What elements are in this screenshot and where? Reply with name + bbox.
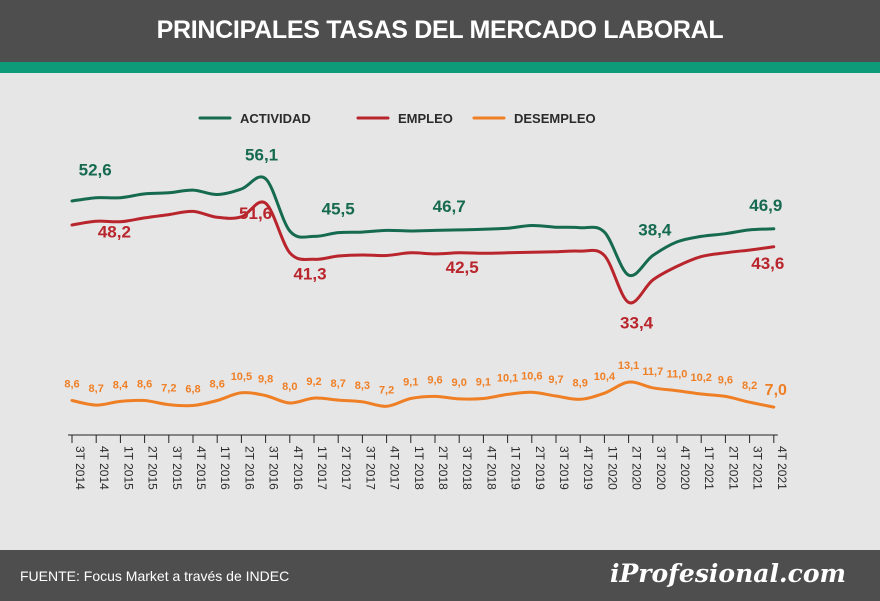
data-label-desempleo: 8,9 — [573, 377, 588, 389]
data-label-actividad: 45,5 — [322, 200, 355, 219]
footer-bar: FUENTE: Focus Market a través de INDEC i… — [0, 550, 880, 601]
x-tick-label: 1T 2020 — [605, 446, 619, 490]
data-label-desempleo: 13,1 — [618, 360, 639, 372]
data-label-desempleo: 8,6 — [64, 379, 79, 391]
x-tick-label: 4T 2020 — [678, 446, 692, 490]
data-label-desempleo: 10,1 — [497, 372, 518, 384]
data-label-desempleo: 6,8 — [185, 383, 200, 395]
data-label-desempleo: 9,1 — [476, 376, 491, 388]
chart-area: ACTIVIDAD EMPLEO DESEMPLEO 52,6 56,1 45,5 46,… — [0, 73, 880, 550]
chart-lines — [70, 175, 776, 409]
data-label-desempleo: 8,2 — [742, 380, 757, 392]
data-label-desempleo: 8,6 — [210, 379, 225, 391]
accent-stripe — [0, 62, 880, 73]
data-label-empleo: 48,2 — [98, 223, 131, 242]
x-tick-label: 3T 2015 — [170, 446, 184, 490]
x-tick-label: 2T 2018 — [436, 446, 450, 490]
data-label-desempleo: 8,0 — [282, 381, 297, 393]
data-label-actividad: 46,9 — [749, 196, 782, 215]
data-label-actividad: 56,1 — [245, 146, 278, 165]
data-label-desempleo: 9,8 — [258, 374, 273, 386]
x-tick-label: 3T 2021 — [751, 446, 765, 490]
data-label-actividad: 38,4 — [638, 221, 672, 240]
data-label-desempleo: 11,0 — [667, 369, 688, 381]
chart-legend: ACTIVIDAD EMPLEO DESEMPLEO — [198, 111, 596, 126]
data-label-desempleo: 10,4 — [594, 371, 616, 383]
x-tick-label: 4T 2017 — [388, 446, 402, 490]
series-line-empleo — [70, 200, 776, 305]
legend-label-desempleo: DESEMPLEO — [514, 111, 596, 126]
data-label-desempleo: 9,1 — [403, 376, 418, 388]
legend-label-actividad: ACTIVIDAD — [240, 111, 311, 126]
x-tick-label: 4T 2016 — [291, 446, 305, 490]
x-tick-label: 1T 2015 — [121, 446, 135, 490]
data-label-desempleo: 7,0 — [765, 382, 787, 399]
x-tick-label: 1T 2021 — [702, 446, 716, 490]
data-label-actividad: 46,7 — [433, 197, 466, 216]
source-note: FUENTE: Focus Market a través de INDEC — [20, 568, 290, 584]
data-label-desempleo: 10,5 — [231, 371, 252, 383]
page-title: PRINCIPALES TASAS DEL MERCADO LABORAL — [156, 16, 724, 44]
data-label-desempleo: 9,6 — [427, 374, 442, 386]
x-tick-label: 1T 2017 — [315, 446, 329, 490]
brand-logo: iProfesional.com — [610, 559, 846, 588]
data-label-actividad: 52,6 — [79, 161, 112, 180]
x-tick-label: 3T 2016 — [267, 446, 281, 490]
data-label-desempleo: 7,2 — [379, 384, 394, 396]
line-chart: ACTIVIDAD EMPLEO DESEMPLEO 52,6 56,1 45,5 46,… — [64, 111, 789, 490]
x-tick-label: 3T 2020 — [654, 446, 668, 490]
x-tick-label: 4T 2019 — [581, 446, 595, 490]
x-tick-label: 2T 2020 — [630, 446, 644, 490]
x-tick-label: 4T 2018 — [484, 446, 498, 490]
x-tick-label: 4T 2021 — [775, 446, 789, 490]
series-line-desempleo — [70, 380, 776, 409]
x-tick-label: 3T 2014 — [73, 446, 87, 490]
data-label-desempleo: 9,2 — [306, 376, 321, 388]
series-line-actividad — [70, 175, 776, 278]
data-label-desempleo: 8,7 — [89, 383, 104, 395]
data-label-desempleo: 8,4 — [113, 379, 129, 391]
x-tick-label: 2T 2017 — [339, 446, 353, 490]
data-label-desempleo: 8,3 — [355, 380, 370, 392]
data-label-desempleo: 9,0 — [452, 377, 467, 389]
data-label-desempleo: 8,7 — [331, 378, 346, 390]
x-tick-label: 4T 2015 — [194, 446, 208, 490]
x-tick-label: 2T 2021 — [726, 446, 740, 490]
x-axis: 3T 2014 4T 2014 1T 2015 2T 2015 3T 2015 4T 20… — [68, 434, 789, 490]
data-label-empleo: 42,5 — [446, 258, 479, 277]
data-label-empleo: 43,6 — [751, 254, 784, 273]
data-label-desempleo: 10,2 — [690, 372, 711, 384]
data-label-desempleo: 8,6 — [137, 379, 152, 391]
data-label-desempleo: 9,7 — [548, 374, 563, 386]
data-label-desempleo: 10,6 — [521, 370, 542, 382]
x-tick-label: 1T 2016 — [218, 446, 232, 490]
data-label-empleo: 33,4 — [620, 313, 654, 332]
x-tick-label: 1T 2019 — [509, 446, 523, 490]
x-tick-label: 3T 2019 — [557, 446, 571, 490]
data-label-empleo: 51,6 — [239, 204, 272, 223]
data-label-empleo: 41,3 — [293, 264, 326, 283]
data-label-desempleo: 7,2 — [161, 383, 176, 395]
header-bar: PRINCIPALES TASAS DEL MERCADO LABORAL — [0, 0, 880, 62]
x-tick-label: 4T 2014 — [97, 446, 111, 490]
data-label-desempleo: 11,7 — [642, 366, 663, 378]
x-tick-label: 3T 2018 — [460, 446, 474, 490]
x-tick-label: 2T 2016 — [242, 446, 256, 490]
legend-label-empleo: EMPLEO — [398, 111, 453, 126]
x-tick-label: 2T 2015 — [146, 446, 160, 490]
data-label-desempleo: 9,6 — [718, 374, 733, 386]
x-tick-label: 3T 2017 — [363, 446, 377, 490]
x-tick-label: 2T 2019 — [533, 446, 547, 490]
x-tick-label: 1T 2018 — [412, 446, 426, 490]
chart-labels: 52,6 56,1 45,5 46,7 38,4 46,9 48,2 51,6 41,3 42,5… — [64, 146, 787, 399]
